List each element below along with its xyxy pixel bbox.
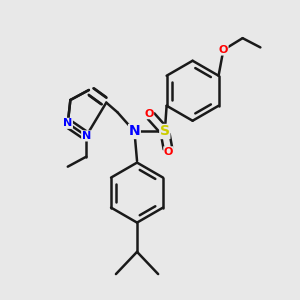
Text: S: S [160,124,170,139]
Text: N: N [129,124,140,139]
Text: N: N [82,131,91,141]
Text: O: O [164,147,173,157]
Text: O: O [219,45,228,55]
Text: N: N [63,118,72,128]
Text: O: O [144,109,154,119]
